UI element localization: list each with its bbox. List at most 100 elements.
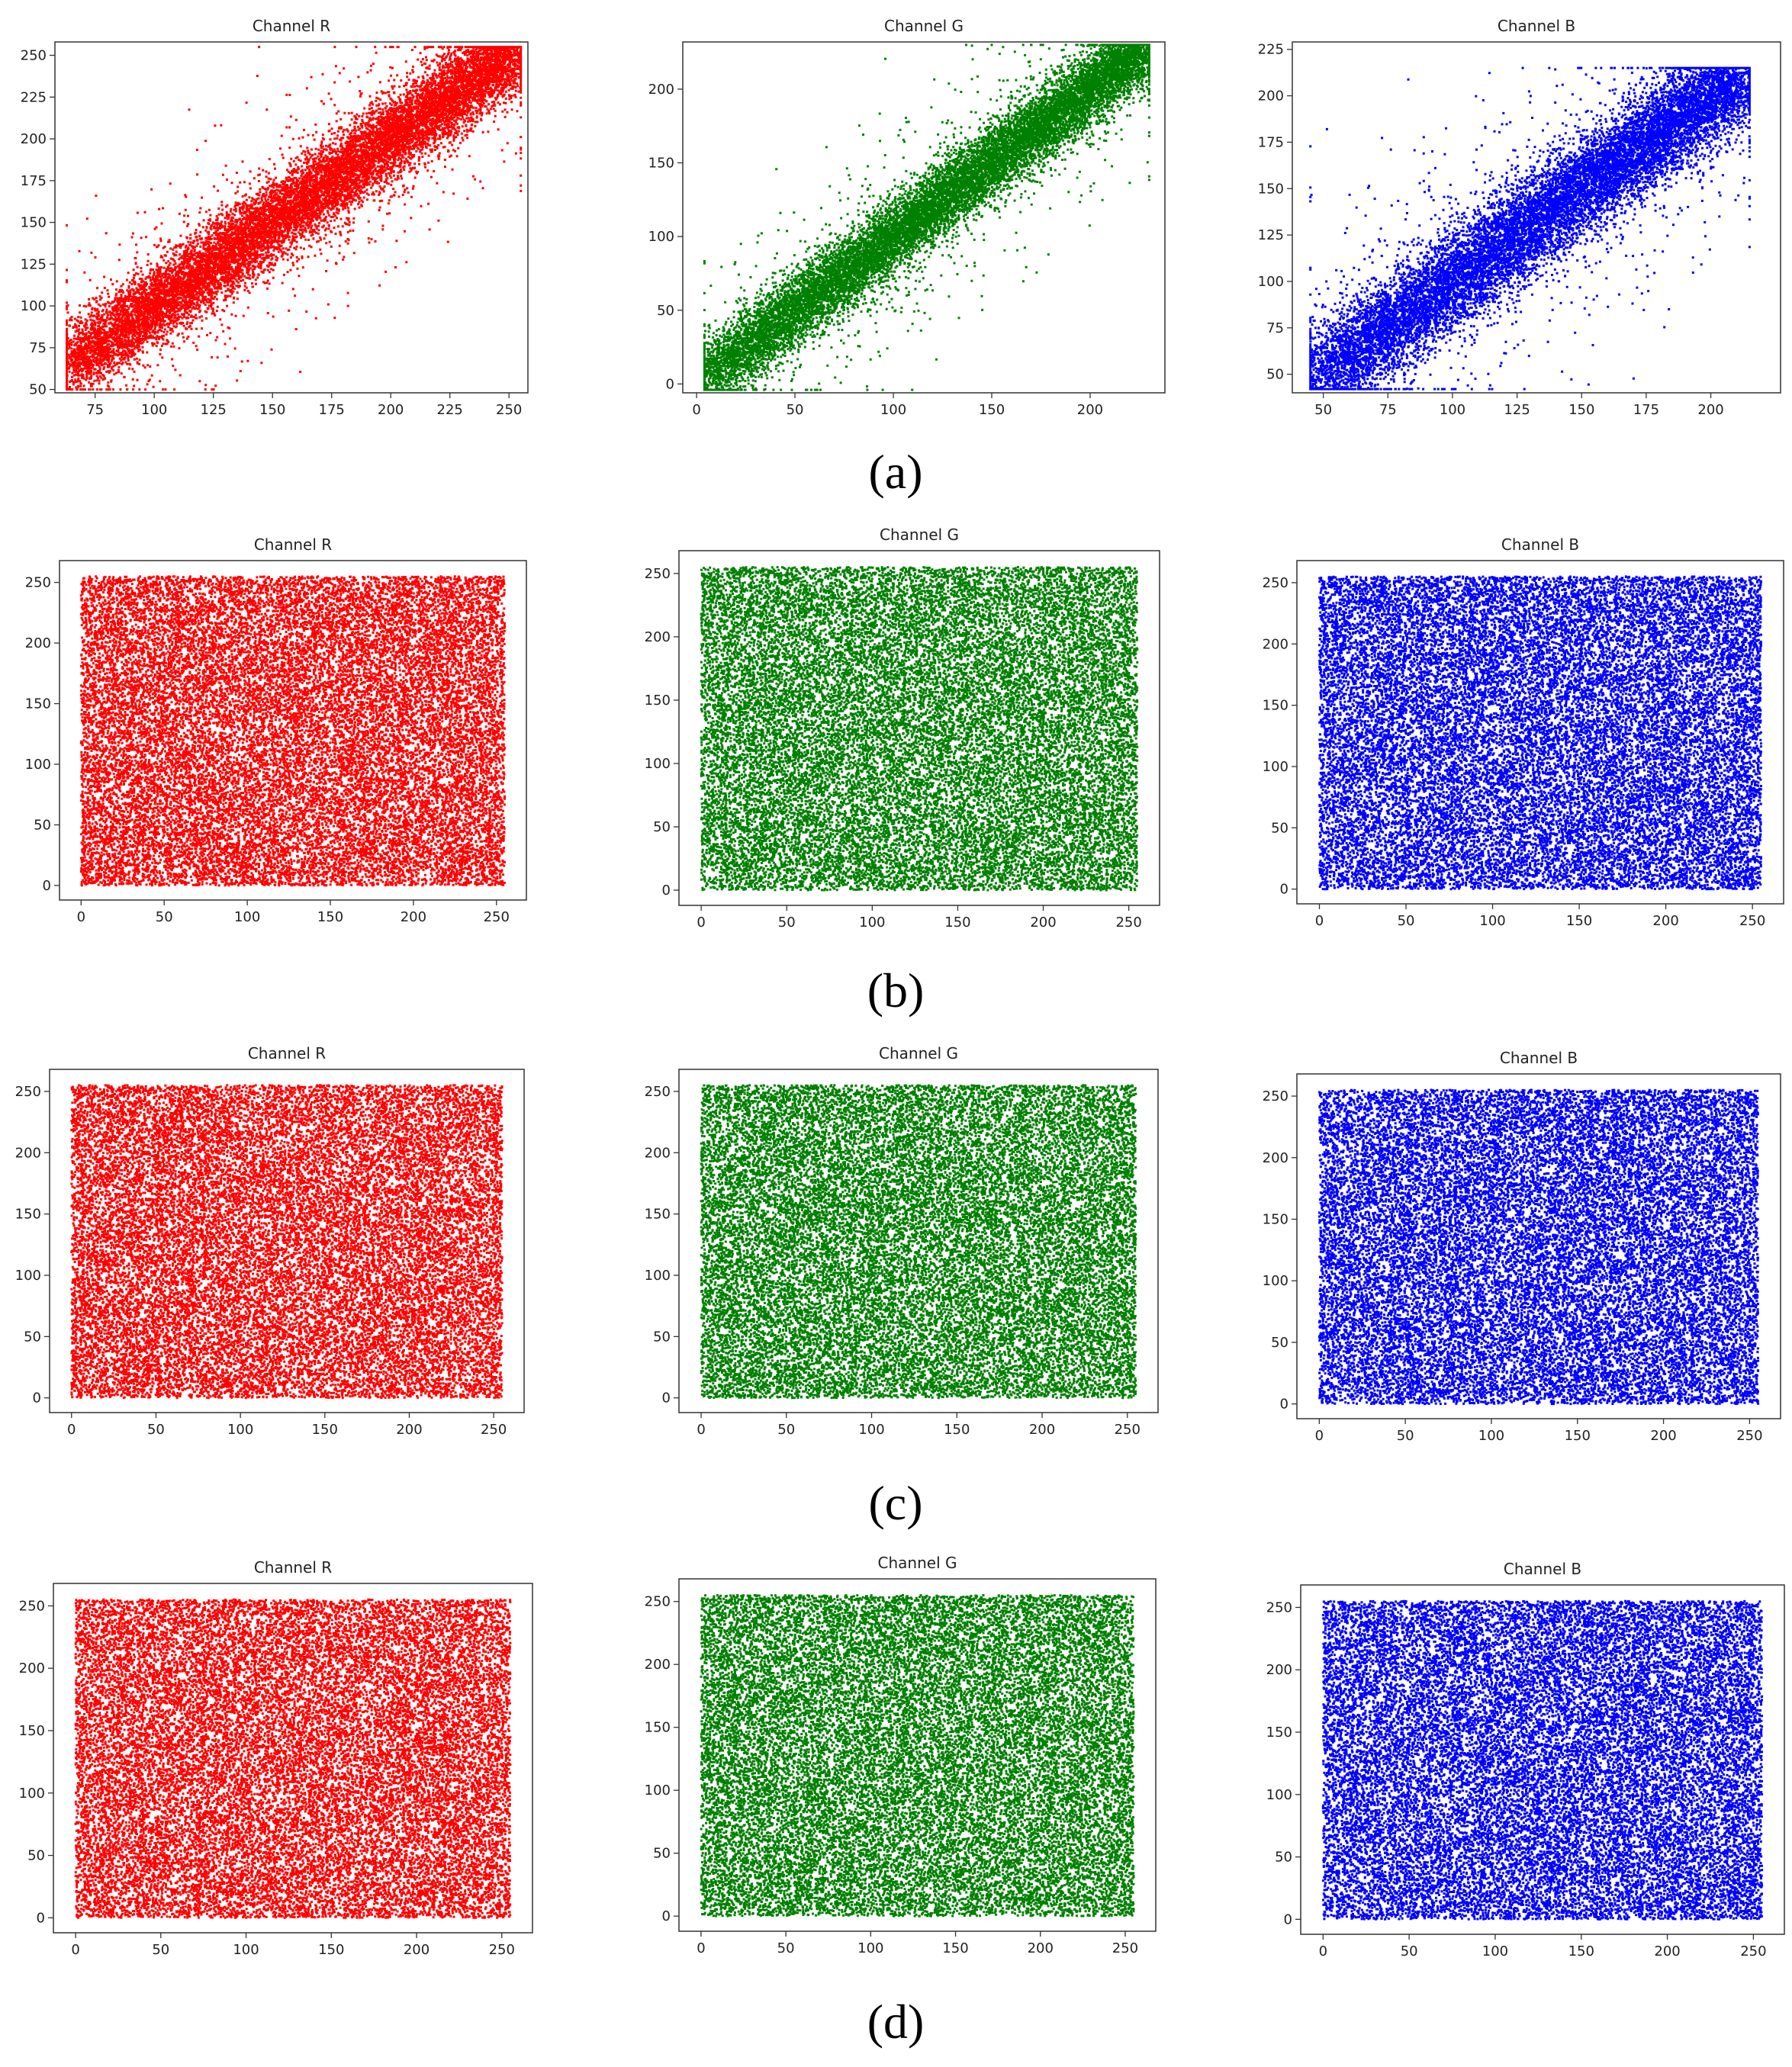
x-tick-label: 200 <box>1077 402 1103 418</box>
y-tick-label: 150 <box>645 693 671 709</box>
y-tick-label: 150 <box>21 215 47 231</box>
panel-label: (d) <box>867 1995 925 2049</box>
y-tick-label: 50 <box>27 1848 45 1864</box>
scatter-point-cloud <box>700 1594 1135 1918</box>
figure-row: Channel R 0 50 100 150 200 250 0 50 100 150 200 250 C… <box>15 1044 1781 1530</box>
scatter-point-cloud <box>1317 1088 1760 1406</box>
y-tick-label: 100 <box>1266 1787 1292 1803</box>
scatter-points <box>1317 1088 1760 1406</box>
y-tick-label: 250 <box>19 1598 45 1614</box>
y-tick-label: 100 <box>645 1268 671 1284</box>
y-tick-label: 200 <box>648 82 674 98</box>
y-tick-label: 100 <box>645 1783 671 1799</box>
x-tick-label: 125 <box>1504 402 1530 418</box>
y-tick-label: 250 <box>21 48 47 64</box>
x-tick-label: 250 <box>496 402 522 418</box>
scatter-point-cloud <box>1321 1599 1764 1921</box>
y-tick-label: 250 <box>15 1084 41 1100</box>
x-tick-label: 200 <box>1030 915 1056 931</box>
x-tick-label: 150 <box>944 915 970 931</box>
y-tick-label: 50 <box>653 1846 671 1862</box>
y-tick-label: 250 <box>645 1084 671 1100</box>
x-tick-label: 100 <box>1440 402 1465 418</box>
y-tick-label: 200 <box>1266 1662 1292 1678</box>
x-tick-label: 50 <box>777 1940 795 1956</box>
x-tick-label: 200 <box>378 402 404 418</box>
figure-row: Channel R0 50 100 150 200 250050100150200250C… <box>19 1554 1785 2049</box>
chart-title: Channel G <box>878 1554 957 1572</box>
x-tick-label: 250 <box>1115 1422 1141 1438</box>
y-tick-label: 50 <box>1266 367 1284 383</box>
scatter-chart: Channel G 0 50 100 150 200 250 0 50 100 150 200 250 <box>645 1044 1159 1438</box>
x-tick-label: 125 <box>201 402 227 418</box>
y-tick-label: 50 <box>24 1329 41 1345</box>
y-tick-label: 250 <box>1263 1088 1289 1104</box>
y-tick-label: 100 <box>645 756 671 772</box>
x-tick-label: 0 <box>71 1942 79 1958</box>
y-tick-label: 175 <box>21 173 47 189</box>
y-tick-label: 250 <box>645 566 671 582</box>
x-tick-label: 200 <box>401 909 426 925</box>
scatter-point-cloud <box>66 46 523 391</box>
y-tick-label: 100 <box>19 1786 45 1802</box>
y-tick-label: 250 <box>645 1594 671 1610</box>
chart-title: Channel G <box>879 1044 958 1062</box>
scatter-points <box>1318 575 1762 891</box>
scatter-point-cloud <box>1309 66 1751 391</box>
x-tick-label: 150 <box>1568 1943 1594 1959</box>
scatter-chart: Channel B 0 50 100 150 200 250 0 50 100 150 200 250 <box>1263 535 1784 929</box>
x-tick-label: 0 <box>697 1422 705 1438</box>
x-tick-label: 100 <box>141 402 167 418</box>
scatter-chart: Channel B 0 50 100 150 200 250 0 50 100 150 200 250 <box>1266 1560 1785 1959</box>
y-tick-label: 150 <box>1258 181 1284 197</box>
x-tick-label: 200 <box>396 1422 422 1438</box>
panel-label: (c) <box>868 1476 922 1530</box>
scatter-chart: Channel R 0 50 100 150 200 250 0 50 100 150 200 250 <box>15 1044 525 1438</box>
x-tick-label: 50 <box>1401 1943 1418 1959</box>
x-tick-label: 75 <box>86 402 104 418</box>
x-tick-label: 50 <box>1314 402 1332 418</box>
panel-label: (a) <box>868 445 922 499</box>
y-tick-label: 150 <box>1263 1211 1289 1227</box>
x-tick-label: 250 <box>1736 1428 1762 1444</box>
y-tick-label: 50 <box>1271 820 1289 836</box>
y-tick-label: 0 <box>1280 1397 1289 1413</box>
y-tick-label: 50 <box>1271 1335 1289 1351</box>
chart-title: Channel R <box>248 1044 326 1062</box>
y-tick-label: 200 <box>15 1145 41 1161</box>
x-tick-label: 175 <box>319 402 345 418</box>
y-tick-label: 50 <box>653 819 671 835</box>
y-tick-label: 0 <box>37 1910 45 1926</box>
x-tick-label: 100 <box>880 402 906 418</box>
scatter-point-cloud <box>79 575 507 887</box>
scatter-point-cloud <box>700 1084 1137 1400</box>
y-tick-label: 125 <box>1258 227 1284 243</box>
y-tick-label: 100 <box>1258 274 1284 290</box>
y-tick-label: 150 <box>645 1207 671 1223</box>
x-tick-label: 200 <box>1028 1940 1054 1956</box>
x-tick-label: 100 <box>227 1422 253 1438</box>
x-tick-label: 0 <box>1319 1943 1327 1959</box>
y-tick-label: 225 <box>21 89 47 105</box>
x-tick-label: 150 <box>1565 1428 1591 1444</box>
x-tick-label: 150 <box>312 1422 338 1438</box>
scatter-points <box>700 1084 1137 1400</box>
x-tick-label: 250 <box>1115 915 1141 931</box>
plot-frame <box>678 550 1160 906</box>
x-tick-label: 250 <box>484 909 510 925</box>
y-tick-label: 150 <box>645 1720 671 1736</box>
scatter-chart: Channel R 0 50 100 150 200 250 0 50 100 150 200 250 <box>25 535 527 925</box>
y-tick-label: 200 <box>21 131 47 147</box>
x-tick-label: 100 <box>1482 1943 1508 1959</box>
x-tick-label: 100 <box>858 1422 884 1438</box>
plot-frame <box>682 41 1166 394</box>
y-tick-label: 175 <box>1258 134 1284 150</box>
plot-frame <box>1292 41 1781 394</box>
x-tick-label: 150 <box>979 402 1005 418</box>
scatter-points <box>1321 1599 1764 1921</box>
y-tick-label: 150 <box>25 696 51 712</box>
y-tick-label: 100 <box>25 757 51 773</box>
chart-title: Channel G <box>880 526 959 544</box>
plot-frame <box>53 1583 533 1934</box>
